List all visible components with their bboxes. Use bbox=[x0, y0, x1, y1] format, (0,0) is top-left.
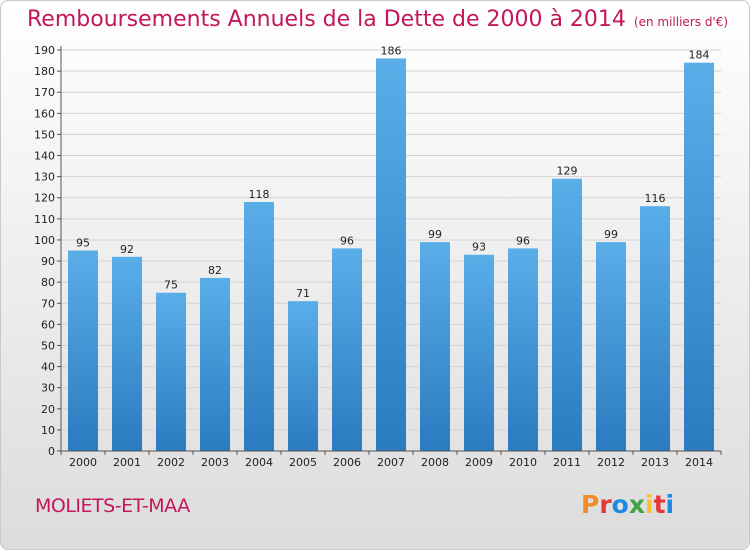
y-tick-label: 80 bbox=[41, 276, 55, 289]
x-tick-label-2005: 2005 bbox=[289, 456, 317, 469]
x-tick-label-2003: 2003 bbox=[201, 456, 229, 469]
value-label-2002: 75 bbox=[164, 279, 178, 292]
value-label-2001: 92 bbox=[120, 243, 134, 256]
logo-letter: x bbox=[628, 490, 645, 519]
y-tick-label: 180 bbox=[34, 65, 55, 78]
bar-2001 bbox=[112, 256, 142, 451]
bar-2002 bbox=[156, 292, 186, 451]
value-label-2003: 82 bbox=[208, 264, 222, 277]
x-axis-ticks: 2000 2001 2002 2003 2004 2005 2006 2007 2008 2009… bbox=[60, 451, 722, 469]
bar-2003 bbox=[200, 277, 230, 451]
proxiti-logo: Proxiti bbox=[581, 490, 674, 519]
y-tick-label: 90 bbox=[41, 255, 55, 268]
value-label-2004: 118 bbox=[249, 188, 270, 201]
y-tick-label: 10 bbox=[41, 424, 55, 437]
y-tick-label: 50 bbox=[41, 339, 55, 352]
y-tick-label: 140 bbox=[34, 150, 55, 163]
value-label-2012: 99 bbox=[604, 228, 618, 241]
y-tick-label: 0 bbox=[48, 445, 55, 458]
bar-2004 bbox=[244, 201, 274, 451]
value-label-2014: 184 bbox=[689, 49, 710, 62]
chart-title: Remboursements Annuels de la Dette de 20… bbox=[27, 7, 728, 32]
logo-letter: r bbox=[599, 490, 612, 519]
bar-2000 bbox=[68, 250, 98, 451]
x-tick-label-2006: 2006 bbox=[333, 456, 361, 469]
logo-letter: o bbox=[611, 490, 629, 519]
bar-2010 bbox=[508, 248, 538, 451]
value-label-2008: 99 bbox=[428, 228, 442, 241]
x-tick-label-2002: 2002 bbox=[157, 456, 185, 469]
value-label-2010: 96 bbox=[516, 234, 530, 247]
y-axis-ticks: 0 10 20 30 40 50 60 70 80 90 100 110 120 130 140 150 160… bbox=[34, 44, 61, 458]
x-tick-label-2014: 2014 bbox=[685, 456, 713, 469]
y-tick-label: 100 bbox=[34, 234, 55, 247]
logo-letter: t bbox=[653, 490, 666, 519]
value-label-2007: 186 bbox=[381, 44, 402, 57]
y-tick-label: 130 bbox=[34, 171, 55, 184]
chart-unit: (en milliers d'€) bbox=[633, 15, 729, 29]
value-labels: 95 92 75 82 118 71 96 186 99 93 96 129 99 116 184 bbox=[76, 44, 710, 300]
x-tick-label-2000: 2000 bbox=[69, 456, 97, 469]
bar-2005 bbox=[288, 301, 318, 451]
y-tick-label: 150 bbox=[34, 128, 55, 141]
value-label-2011: 129 bbox=[557, 165, 578, 178]
x-tick-label-2013: 2013 bbox=[641, 456, 669, 469]
x-tick-label-2001: 2001 bbox=[113, 456, 141, 469]
y-tick-label: 60 bbox=[41, 318, 55, 331]
value-label-2013: 116 bbox=[645, 192, 666, 205]
bar-2014 bbox=[684, 62, 714, 452]
y-tick-label: 120 bbox=[34, 192, 55, 205]
y-tick-label: 20 bbox=[41, 403, 55, 416]
bar-2008 bbox=[420, 242, 450, 451]
y-tick-label: 70 bbox=[41, 297, 55, 310]
chart-title-text: Remboursements Annuels de la Dette de 20… bbox=[27, 7, 626, 32]
y-tick-label: 170 bbox=[34, 86, 55, 99]
value-label-2000: 95 bbox=[76, 237, 90, 250]
bar-2012 bbox=[596, 242, 626, 451]
x-tick-label-2009: 2009 bbox=[465, 456, 493, 469]
y-tick-label: 190 bbox=[34, 44, 55, 57]
x-tick-label-2011: 2011 bbox=[553, 456, 581, 469]
bar-2011 bbox=[552, 178, 582, 451]
value-label-2005: 71 bbox=[296, 287, 310, 300]
x-tick-label-2012: 2012 bbox=[597, 456, 625, 469]
logo-letter: i bbox=[665, 490, 675, 519]
bar-2006 bbox=[332, 248, 362, 451]
axes bbox=[60, 46, 721, 452]
x-tick-label-2004: 2004 bbox=[245, 456, 273, 469]
bars bbox=[68, 58, 714, 452]
bar-2009 bbox=[464, 254, 494, 451]
y-tick-label: 30 bbox=[41, 382, 55, 395]
logo-letter: i bbox=[645, 490, 654, 519]
value-label-2006: 96 bbox=[340, 234, 354, 247]
x-tick-label-2007: 2007 bbox=[377, 456, 405, 469]
bar-2007 bbox=[376, 58, 406, 451]
x-tick-label-2008: 2008 bbox=[421, 456, 449, 469]
x-tick-label-2010: 2010 bbox=[509, 456, 537, 469]
y-tick-label: 110 bbox=[34, 213, 55, 226]
y-tick-label: 160 bbox=[34, 107, 55, 120]
commune-name: MOLIETS-ET-MAA bbox=[35, 495, 190, 517]
value-label-2009: 93 bbox=[472, 241, 486, 254]
logo-letter: P bbox=[581, 490, 600, 519]
bar-2013 bbox=[640, 206, 670, 451]
y-tick-label: 40 bbox=[41, 361, 55, 374]
